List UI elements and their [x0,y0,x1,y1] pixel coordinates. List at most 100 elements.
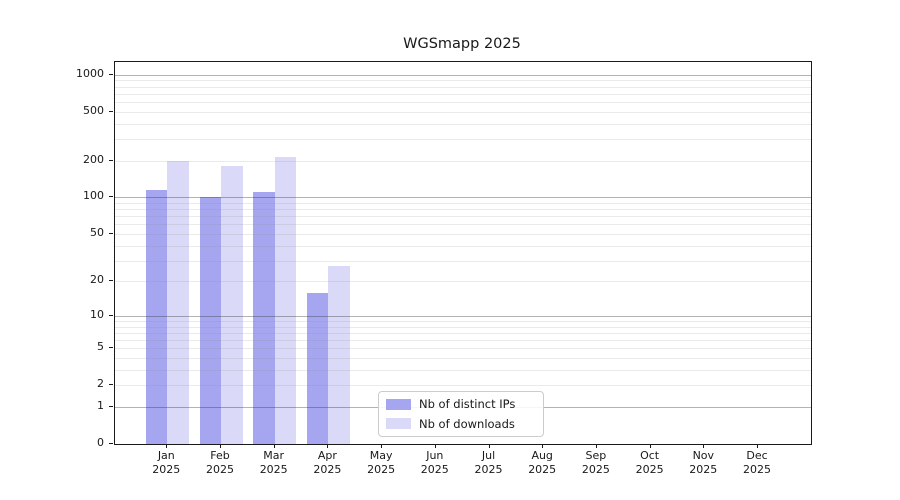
y-tick-mark [109,110,113,112]
x-axis-tick-label: Jun 2025 [408,449,462,476]
y-tick-mark [109,347,113,349]
bar-apr-distinct-ips [306,292,329,444]
x-tick-month: Mar [263,449,285,462]
gridline-900 [115,80,811,82]
y-axis-tick-label: 5 [97,340,104,354]
x-tick-year: 2025 [367,462,396,476]
x-tick-month: Oct [640,449,660,462]
x-tick-mark [542,444,544,448]
y-tick-mark [109,159,113,161]
x-axis-tick-label: Jul 2025 [462,449,516,476]
y-tick-mark [109,314,113,316]
bar-jan-distinct-ips [145,190,168,444]
x-tick-month: May [369,449,393,462]
y-tick-mark [109,280,113,282]
gridline-8 [115,326,811,328]
x-tick-year: 2025 [635,462,664,476]
x-axis-tick-label: Oct 2025 [623,449,677,476]
y-axis-tick-label: 1000 [76,66,104,80]
x-tick-mark [595,444,597,448]
x-axis-tick-label: Jan 2025 [139,449,193,476]
x-tick-year: 2025 [420,462,449,476]
x-tick-year: 2025 [313,462,342,476]
legend-item-downloads: Nb of downloads [386,417,543,431]
y-tick-mark [109,232,113,234]
x-tick-year: 2025 [581,462,610,476]
x-tick-year: 2025 [743,462,771,476]
legend-label-distinct-ips: Nb of distinct IPs [419,397,516,412]
x-tick-mark [649,444,651,448]
gridline-90 [115,202,811,204]
bar-feb-downloads [221,165,243,444]
x-tick-mark [220,444,221,448]
gridline-800 [115,86,811,88]
gridline-30 [115,260,811,262]
gridline-80 [115,209,811,211]
legend-item-distinct-ips: Nb of distinct IPs [386,397,543,411]
y-axis-tick-label: 100 [83,189,104,203]
gridline-300 [115,139,811,141]
gridline-3 [115,369,811,371]
x-tick-month: Nov [692,449,715,462]
x-tick-year: 2025 [152,462,181,476]
gridline-100 [115,197,811,199]
gridline-4 [115,358,811,359]
x-tick-year: 2025 [474,462,503,476]
legend-label-downloads: Nb of downloads [419,416,515,431]
x-tick-month: Aug [531,449,553,462]
y-tick-mark [109,196,113,198]
gridline-2 [115,385,811,387]
bar-mar-downloads [274,156,297,444]
x-tick-mark [327,444,329,448]
gridline-700 [115,93,811,95]
x-axis-tick-label: Aug 2025 [515,449,569,476]
x-tick-mark [488,444,490,448]
gridline-600 [115,102,811,104]
y-tick-mark [109,73,113,75]
y-axis-tick-label: 0 [97,436,104,449]
gridline-500 [115,111,811,113]
legend-swatch-downloads [386,418,411,430]
x-tick-year: 2025 [259,462,288,476]
x-tick-mark [273,444,275,448]
x-axis-tick-label: Dec 2025 [730,449,784,476]
bar-feb-distinct-ips [199,197,221,444]
gridline-20 [115,281,811,283]
legend: Nb of distinct IPs Nb of downloads [378,391,544,437]
y-tick-mark [109,384,113,386]
bar-jan-downloads [167,160,189,444]
gridline-60 [115,224,811,226]
x-tick-year: 2025 [528,462,557,476]
plot-area [114,61,812,445]
x-tick-mark [757,444,758,448]
x-tick-month: Jul [481,449,496,462]
y-axis-tick-label: 20 [90,273,104,287]
x-tick-month: Sep [585,449,607,462]
x-tick-month: Jan [157,449,175,462]
x-tick-year: 2025 [689,462,718,476]
x-axis-tick-label: Feb 2025 [193,449,247,476]
y-axis-tick-label: 200 [83,152,104,166]
y-axis-tick-label: 1 [97,398,104,412]
gridline-50 [115,233,811,235]
x-axis-tick-label: Nov 2025 [676,449,730,476]
x-tick-month: Feb [210,449,230,462]
x-tick-mark [434,444,436,448]
y-tick-mark [109,443,113,444]
x-tick-year: 2025 [206,462,234,476]
x-tick-mark [166,444,168,448]
gridline-9 [115,320,811,322]
x-tick-mark [381,444,383,448]
gridline-5 [115,348,811,350]
gridline-200 [115,160,811,162]
y-axis-tick-label: 10 [90,307,104,321]
gridline-10 [115,315,811,317]
legend-swatch-distinct-ips [386,398,411,410]
gridline-7 [115,332,811,334]
y-axis-tick-label: 2 [97,377,104,391]
bar-apr-downloads [328,265,350,444]
x-axis-tick-label: May 2025 [354,449,408,476]
gridline-40 [115,245,811,247]
chart-title: WGSmapp 2025 [403,36,521,52]
